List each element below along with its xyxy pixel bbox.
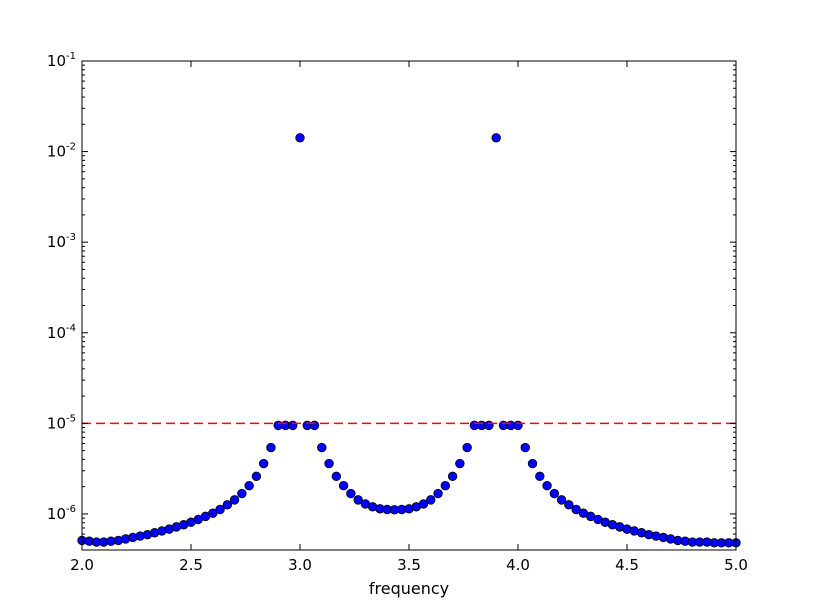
data-point — [440, 481, 451, 491]
x-tick-label: 2.0 — [70, 556, 94, 574]
data-point — [520, 442, 530, 453]
data-point — [346, 488, 356, 499]
x-tick-label: 4.5 — [615, 556, 639, 574]
data-point — [542, 481, 552, 491]
data-point — [266, 442, 276, 453]
data-point — [237, 488, 247, 499]
y-tick-label: 10-6 — [47, 504, 76, 523]
data-point — [215, 504, 225, 515]
data-point — [433, 488, 443, 499]
data-point — [484, 420, 494, 431]
data-point — [513, 420, 523, 431]
y-tick-label: 10-1 — [47, 51, 76, 70]
x-axis-label: frequency — [369, 579, 449, 598]
data-point — [556, 495, 567, 505]
data-point — [295, 133, 305, 143]
data-point — [251, 471, 262, 482]
data-point — [309, 420, 320, 431]
data-point — [564, 500, 574, 510]
x-tick-label: 5.0 — [724, 556, 748, 574]
x-tick-label: 4.0 — [506, 556, 530, 574]
data-point — [571, 504, 581, 515]
x-tick-label: 3.5 — [397, 556, 421, 574]
x-axis: 2.0 2.5 3.0 3.5 4.0 4.5 5.0 — [70, 61, 748, 574]
data-point — [549, 488, 560, 499]
data-point — [324, 458, 334, 469]
data-point — [447, 471, 458, 482]
data-point — [244, 481, 254, 491]
data-point — [527, 458, 538, 469]
data-point — [317, 442, 327, 453]
y-tick-label: 10-2 — [47, 142, 76, 161]
data-point — [229, 495, 240, 505]
data-points — [77, 133, 741, 548]
data-point — [426, 495, 436, 505]
x-tick-label: 2.5 — [179, 556, 203, 574]
data-point — [491, 133, 501, 143]
y-tick-label: 10-3 — [47, 232, 76, 251]
data-point — [353, 495, 363, 505]
data-point — [288, 420, 298, 431]
x-tick-label: 3.0 — [288, 556, 312, 574]
data-point — [535, 471, 545, 482]
data-point — [331, 471, 342, 482]
data-point — [222, 500, 233, 510]
y-axis: 10-6 10-5 10-4 10-3 10-2 10-1 — [47, 51, 736, 551]
data-point — [338, 481, 349, 491]
data-point — [418, 499, 429, 509]
data-point — [455, 458, 465, 469]
data-point — [462, 442, 472, 453]
data-point — [258, 458, 269, 469]
plot-frame — [81, 60, 737, 551]
data-point — [208, 508, 218, 518]
y-tick-label: 10-5 — [47, 413, 76, 432]
y-tick-label: 10-4 — [47, 323, 76, 342]
